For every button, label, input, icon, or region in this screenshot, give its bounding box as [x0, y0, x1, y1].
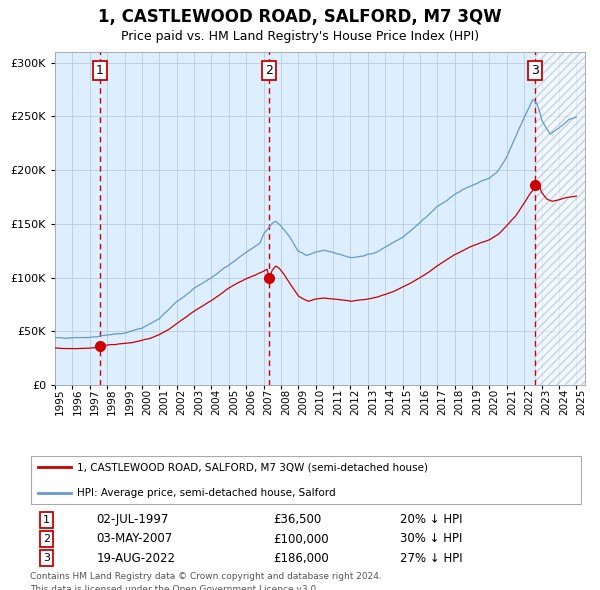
Text: HPI: Average price, semi-detached house, Salford: HPI: Average price, semi-detached house,… [77, 487, 335, 497]
Text: £186,000: £186,000 [273, 552, 329, 565]
Text: 1, CASTLEWOOD ROAD, SALFORD, M7 3QW: 1, CASTLEWOOD ROAD, SALFORD, M7 3QW [98, 8, 502, 26]
Text: 02-JUL-1997: 02-JUL-1997 [96, 513, 169, 526]
Bar [535, 52, 585, 385]
Text: 2014: 2014 [385, 388, 395, 415]
Text: 1997: 1997 [90, 388, 100, 415]
Text: 3: 3 [531, 64, 539, 77]
Text: 2: 2 [265, 64, 273, 77]
Text: 2025: 2025 [577, 388, 586, 415]
Text: 2017: 2017 [437, 388, 447, 415]
Text: 2007: 2007 [263, 388, 274, 415]
Text: 20% ↓ HPI: 20% ↓ HPI [400, 513, 463, 526]
Text: 1: 1 [96, 64, 104, 77]
Text: 2024: 2024 [559, 388, 569, 415]
Text: 2003: 2003 [194, 388, 204, 415]
Text: 2022: 2022 [524, 388, 534, 415]
Text: 2020: 2020 [490, 388, 499, 415]
Text: 2018: 2018 [455, 388, 464, 415]
Text: 1: 1 [43, 515, 50, 525]
Text: £36,500: £36,500 [273, 513, 321, 526]
Text: 1998: 1998 [107, 388, 117, 415]
FancyBboxPatch shape [31, 456, 581, 504]
Text: 2010: 2010 [316, 388, 326, 415]
Text: 1, CASTLEWOOD ROAD, SALFORD, M7 3QW (semi-detached house): 1, CASTLEWOOD ROAD, SALFORD, M7 3QW (sem… [77, 462, 428, 472]
Text: 2015: 2015 [403, 388, 413, 415]
Text: 2016: 2016 [420, 388, 430, 415]
Text: Price paid vs. HM Land Registry's House Price Index (HPI): Price paid vs. HM Land Registry's House … [121, 30, 479, 43]
Text: 2: 2 [43, 534, 50, 544]
Text: 2019: 2019 [472, 388, 482, 415]
Text: 19-AUG-2022: 19-AUG-2022 [96, 552, 175, 565]
Text: 2021: 2021 [507, 388, 517, 415]
Text: This data is licensed under the Open Government Licence v3.0.: This data is licensed under the Open Gov… [30, 585, 319, 590]
Text: 2008: 2008 [281, 388, 291, 415]
Text: 27% ↓ HPI: 27% ↓ HPI [400, 552, 463, 565]
Text: 1996: 1996 [73, 388, 82, 415]
Text: Contains HM Land Registry data © Crown copyright and database right 2024.: Contains HM Land Registry data © Crown c… [30, 572, 382, 581]
Text: 30% ↓ HPI: 30% ↓ HPI [400, 533, 462, 546]
Text: 2005: 2005 [229, 388, 239, 415]
Text: 2013: 2013 [368, 388, 378, 415]
Text: 2004: 2004 [211, 388, 221, 415]
Text: £100,000: £100,000 [273, 533, 329, 546]
Text: 2009: 2009 [298, 388, 308, 415]
Text: 2001: 2001 [159, 388, 169, 415]
Text: 1999: 1999 [125, 388, 134, 415]
Text: 2000: 2000 [142, 388, 152, 415]
Text: 2012: 2012 [350, 388, 361, 415]
Bar [535, 52, 585, 385]
Text: 3: 3 [43, 553, 50, 563]
Text: 1995: 1995 [55, 388, 65, 415]
Text: 2002: 2002 [176, 388, 187, 415]
Text: 2023: 2023 [542, 388, 551, 415]
Text: 2006: 2006 [246, 388, 256, 415]
Text: 03-MAY-2007: 03-MAY-2007 [96, 533, 172, 546]
Text: 2011: 2011 [333, 388, 343, 415]
